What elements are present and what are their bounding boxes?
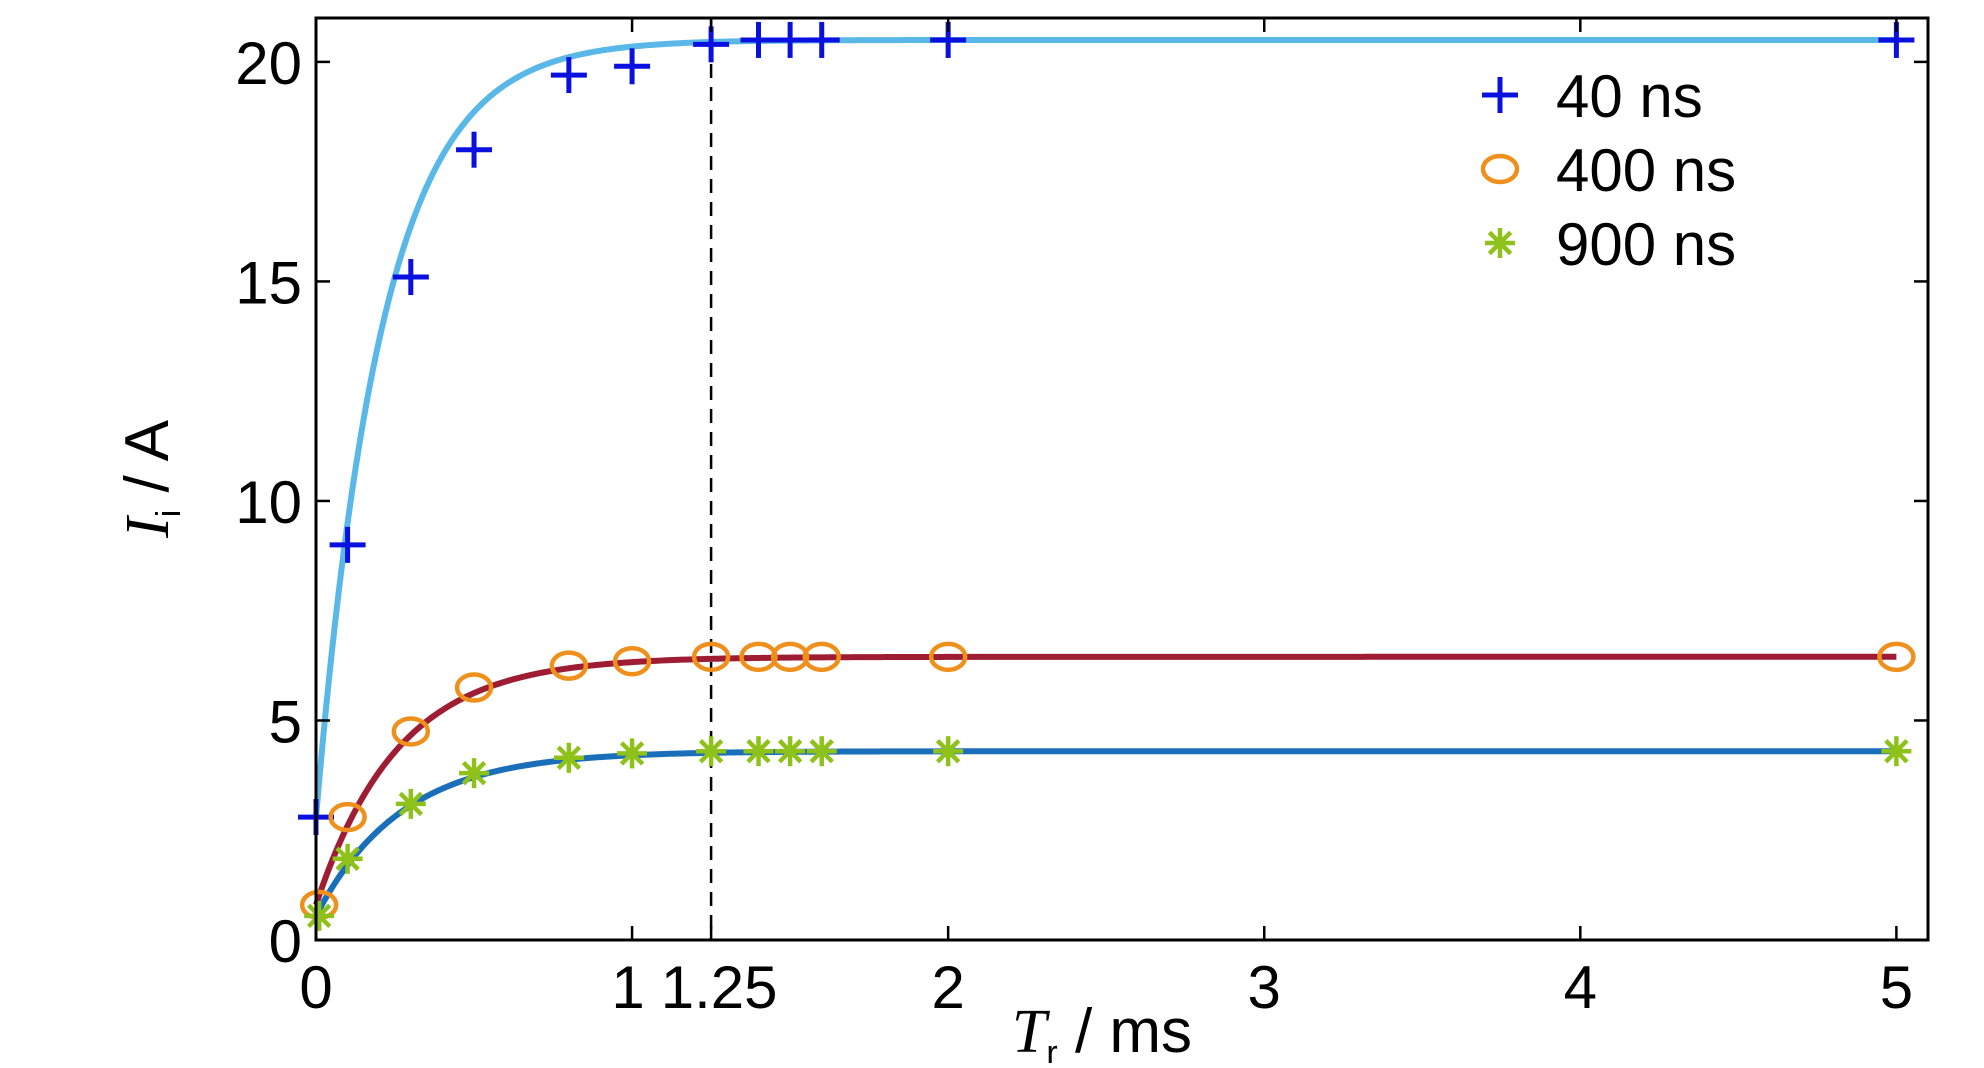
data-point-s1-2 xyxy=(391,716,431,747)
data-point-s1-11 xyxy=(1877,641,1916,673)
legend-entry-1: 400 ns xyxy=(1556,137,1736,204)
plot-frame xyxy=(314,16,1930,942)
data-point-s1-3 xyxy=(454,672,494,703)
fit-curve-1 xyxy=(313,653,1897,906)
x-tick-label-3: 2 xyxy=(931,954,964,1021)
y-tick-label-4: 20 xyxy=(235,30,302,97)
y-tick-label-2: 10 xyxy=(235,469,302,536)
x-axis-label-symbol: T xyxy=(1012,998,1051,1063)
data-point-s2-11 xyxy=(1881,736,1912,767)
y-axis-label: Ii / A xyxy=(113,419,188,538)
y-axis-label-subscript: i xyxy=(150,510,188,518)
data-point-s1-8 xyxy=(770,641,810,673)
data-point-s2-0 xyxy=(304,900,335,931)
data-point-s1-7 xyxy=(739,641,778,673)
data-point-s2-10 xyxy=(933,736,964,767)
data-point-s1-5 xyxy=(612,645,652,677)
data-point-s0-4 xyxy=(550,57,587,94)
data-point-s0-3 xyxy=(456,131,493,168)
data-point-s2-6 xyxy=(696,736,727,767)
data-point-s2-1 xyxy=(332,843,363,874)
data-point-s0-9 xyxy=(803,21,840,58)
axes: 0 1 1.25 2 3 4 5 0 5 10 15 20 xyxy=(235,16,1930,1021)
data-point-s1-4 xyxy=(549,650,589,681)
legend-entry-2: 900 ns xyxy=(1556,211,1736,278)
y-tick-label-1: 5 xyxy=(269,688,302,755)
data-point-s1-6 xyxy=(691,641,731,673)
y-tick-label-0: 0 xyxy=(269,908,302,975)
x-axis-label: Tr / ms xyxy=(1012,997,1192,1063)
fit-curve-2 xyxy=(313,748,1897,918)
data-point-s2-9 xyxy=(806,736,837,767)
legend-marker-2 xyxy=(1485,228,1515,258)
x-tick-label-4: 3 xyxy=(1248,954,1281,1021)
data-point-s2-2 xyxy=(395,788,426,819)
data-point-s1-10 xyxy=(928,641,968,673)
y-axis-label-symbol: I xyxy=(114,514,182,539)
x-axis-label-subscript: r xyxy=(1046,1034,1057,1063)
data-point-s2-8 xyxy=(775,736,806,767)
data-point-s0-7 xyxy=(740,21,777,58)
x-tick-label-1: 1 xyxy=(611,954,644,1021)
x-tick-label-5: 4 xyxy=(1564,954,1597,1021)
data-point-s0-8 xyxy=(772,21,809,58)
y-axis-label-unit: / A xyxy=(113,419,182,509)
data-point-s0-1 xyxy=(329,526,366,563)
data-point-s2-5 xyxy=(617,738,648,769)
x-tick-label-2: 1.25 xyxy=(661,954,778,1021)
data-point-s0-6 xyxy=(693,26,730,63)
data-point-s2-3 xyxy=(459,758,490,789)
x-tick-label-0: 0 xyxy=(299,954,332,1021)
fit-curve-0 xyxy=(313,36,1897,818)
data-point-s1-1 xyxy=(328,801,367,833)
data-point-s2-7 xyxy=(743,736,774,767)
data-point-s1-9 xyxy=(802,641,841,673)
legend-entry-0: 40 ns xyxy=(1556,63,1703,130)
data-point-s0-2 xyxy=(392,259,429,296)
data-point-s2-4 xyxy=(553,742,584,773)
y-tick-label-3: 15 xyxy=(235,249,302,316)
legend-marker-0 xyxy=(1482,77,1518,113)
x-axis-label-unit: / ms xyxy=(1058,997,1192,1063)
axis-labels: Tr / ms Ii / A xyxy=(113,419,1192,1068)
legend: 40 ns 400 ns 900 ns xyxy=(1480,63,1736,278)
x-tick-label-6: 5 xyxy=(1880,954,1913,1021)
data-point-s0-5 xyxy=(614,48,651,85)
legend-marker-1 xyxy=(1480,153,1520,185)
